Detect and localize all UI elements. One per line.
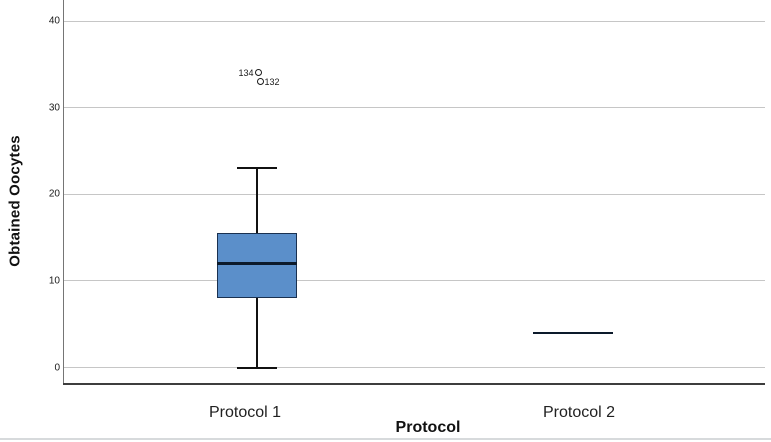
whisker-cap — [237, 167, 277, 170]
figure-bottom-border — [0, 438, 771, 440]
y-tick-label: 20 — [48, 188, 60, 200]
gridline — [63, 107, 765, 109]
whisker-cap — [237, 366, 277, 369]
outlier-marker — [254, 69, 262, 77]
outlier-label: 134 — [238, 67, 254, 78]
y-axis-line — [63, 0, 64, 384]
gridline — [63, 280, 765, 282]
x-axis-title: Protocol — [395, 419, 461, 436]
median-line — [217, 261, 297, 266]
gridline — [63, 193, 765, 195]
y-tick-label: 30 — [48, 102, 60, 114]
x-tick-label: Protocol 2 — [542, 404, 616, 421]
y-tick-label: 10 — [48, 275, 60, 287]
outlier-marker — [256, 78, 264, 86]
y-tick-label: 40 — [48, 15, 60, 27]
x-axis-line — [63, 383, 765, 385]
outlier-label: 132 — [264, 76, 280, 87]
whisker-line — [256, 168, 258, 234]
gridline — [63, 367, 765, 368]
box — [217, 233, 297, 299]
x-tick-label: Protocol 1 — [208, 404, 282, 421]
whisker-line — [256, 298, 258, 368]
gridline — [63, 20, 765, 22]
y-tick-label: 0 — [54, 362, 60, 373]
median-line — [533, 331, 613, 335]
